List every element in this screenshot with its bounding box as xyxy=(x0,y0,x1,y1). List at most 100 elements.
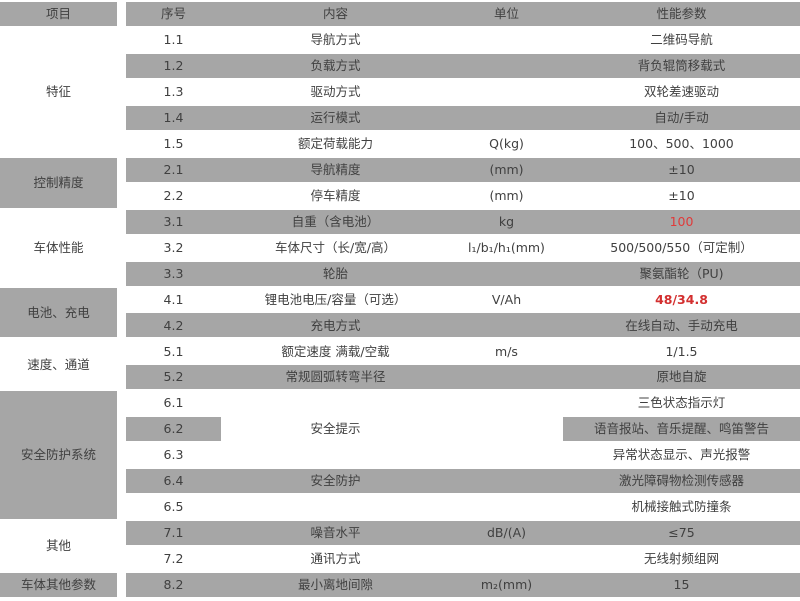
cell-no: 6.4 xyxy=(126,467,221,494)
cell-value: 语音报站、音乐提醒、鸣笛警告 xyxy=(563,415,800,442)
cell-content: 导航精度 xyxy=(221,155,450,182)
cell-unit: m/s xyxy=(450,337,563,363)
cell-value: 原地自旋 xyxy=(563,363,800,390)
cell-unit: Q(kg) xyxy=(450,129,563,156)
header-content: 内容 xyxy=(221,0,450,26)
cell-unit xyxy=(450,493,563,519)
group-cell: 安全防护系统 xyxy=(0,389,117,520)
header-unit: 单位 xyxy=(450,0,563,26)
cell-unit: l₁/b₁/h₁(mm) xyxy=(450,233,563,260)
header-item: 项目 xyxy=(0,0,117,26)
cell-unit xyxy=(450,363,563,390)
cell-unit xyxy=(450,51,563,78)
cell-value: 100 xyxy=(563,207,800,234)
cell-value: 机械接触式防撞条 xyxy=(563,493,800,519)
group-cell: 速度、通道 xyxy=(0,337,117,389)
cell-content xyxy=(221,389,450,415)
cell-unit xyxy=(450,415,563,441)
cell-no: 1.3 xyxy=(126,77,221,104)
cell-no: 6.3 xyxy=(126,441,221,467)
cell-unit: kg xyxy=(450,207,563,234)
cell-no: 5.2 xyxy=(126,363,221,390)
cell-no: 1.5 xyxy=(126,129,221,156)
cell-content: 停车精度 xyxy=(221,181,450,208)
cell-no: 1.4 xyxy=(126,103,221,130)
cell-value: 自动/手动 xyxy=(563,103,800,130)
cell-content: 额定速度 满载/空载 xyxy=(221,337,450,363)
cell-value: 48/34.8 xyxy=(563,285,800,312)
cell-content: 锂电池电压/容量（可选） xyxy=(221,285,450,312)
cell-no: 5.1 xyxy=(126,337,221,363)
cell-unit: (mm) xyxy=(450,155,563,182)
cell-value: 1/1.5 xyxy=(563,337,800,363)
cell-content: 自重（含电池） xyxy=(221,207,450,234)
cell-value: 无线射频组网 xyxy=(563,545,800,571)
cell-no: 7.2 xyxy=(126,545,221,571)
cell-value: 双轮差速驱动 xyxy=(563,77,800,104)
cell-content: 安全防护 xyxy=(221,467,450,494)
cell-content: 导航方式 xyxy=(221,25,450,52)
cell-value: 500/500/550（可定制） xyxy=(563,233,800,260)
cell-content: 车体尺寸（长/宽/高） xyxy=(221,233,450,260)
cell-content: 安全提示 xyxy=(221,415,450,441)
cell-unit xyxy=(450,311,563,338)
group-cell: 控制精度 xyxy=(0,155,117,208)
cell-content: 驱动方式 xyxy=(221,77,450,104)
cell-content: 额定荷载能力 xyxy=(221,129,450,156)
cell-unit: V/Ah xyxy=(450,285,563,312)
cell-value: 15 xyxy=(563,571,800,597)
cell-value: 100、500、1000 xyxy=(563,129,800,156)
cell-no: 1.1 xyxy=(126,25,221,52)
group-cell: 车体其他参数 xyxy=(0,571,117,597)
cell-content: 常规圆弧转弯半径 xyxy=(221,363,450,390)
cell-value: 三色状态指示灯 xyxy=(563,389,800,415)
cell-value: 二维码导航 xyxy=(563,25,800,52)
header-no: 序号 xyxy=(126,0,221,26)
cell-unit xyxy=(450,103,563,130)
cell-no: 7.1 xyxy=(126,519,221,546)
cell-content: 负载方式 xyxy=(221,51,450,78)
column-divider xyxy=(117,0,126,597)
cell-unit xyxy=(450,77,563,104)
group-cell: 电池、充电 xyxy=(0,285,117,338)
cell-value: 激光障碍物检测传感器 xyxy=(563,467,800,494)
cell-unit xyxy=(450,467,563,494)
main-columns: 序号 内容 单位 性能参数 1.1 导航方式 二维码导航 1.2 负载方式 背负辊筒移载式… xyxy=(126,0,800,597)
group-cell: 车体性能 xyxy=(0,207,117,286)
cell-no: 6.5 xyxy=(126,493,221,519)
group-cell: 特征 xyxy=(0,25,117,156)
cell-value: ≤75 xyxy=(563,519,800,546)
cell-content: 运行模式 xyxy=(221,103,450,130)
cell-no: 3.1 xyxy=(126,207,221,234)
cell-unit xyxy=(450,545,563,571)
cell-content: 轮胎 xyxy=(221,259,450,286)
cell-no: 2.2 xyxy=(126,181,221,208)
cell-no: 3.2 xyxy=(126,233,221,260)
cell-unit: dB/(A) xyxy=(450,519,563,546)
cell-value: 在线自动、手动充电 xyxy=(563,311,800,338)
cell-value: 聚氨酯轮（PU) xyxy=(563,259,800,286)
cell-unit: (mm) xyxy=(450,181,563,208)
cell-content: 通讯方式 xyxy=(221,545,450,571)
cell-content: 充电方式 xyxy=(221,311,450,338)
cell-unit: m₂(mm) xyxy=(450,571,563,597)
cell-value: ±10 xyxy=(563,155,800,182)
cell-no: 8.2 xyxy=(126,571,221,597)
cell-no: 2.1 xyxy=(126,155,221,182)
item-column: 项目 特征 控制精度 车体性能 电池、充电 速度、通道 安全防护系统 其他 车体其他参数 xyxy=(0,0,117,597)
group-cell: 其他 xyxy=(0,519,117,571)
cell-content: 噪音水平 xyxy=(221,519,450,546)
cell-unit xyxy=(450,25,563,52)
cell-no: 6.1 xyxy=(126,389,221,415)
cell-value: 异常状态显示、声光报警 xyxy=(563,441,800,467)
cell-no: 3.3 xyxy=(126,259,221,286)
cell-no: 4.1 xyxy=(126,285,221,312)
cell-unit xyxy=(450,389,563,415)
cell-unit xyxy=(450,441,563,467)
cell-value: 背负辊筒移载式 xyxy=(563,51,800,78)
header-params: 性能参数 xyxy=(563,0,800,26)
cell-no: 1.2 xyxy=(126,51,221,78)
cell-content xyxy=(221,441,450,467)
cell-value: ±10 xyxy=(563,181,800,208)
